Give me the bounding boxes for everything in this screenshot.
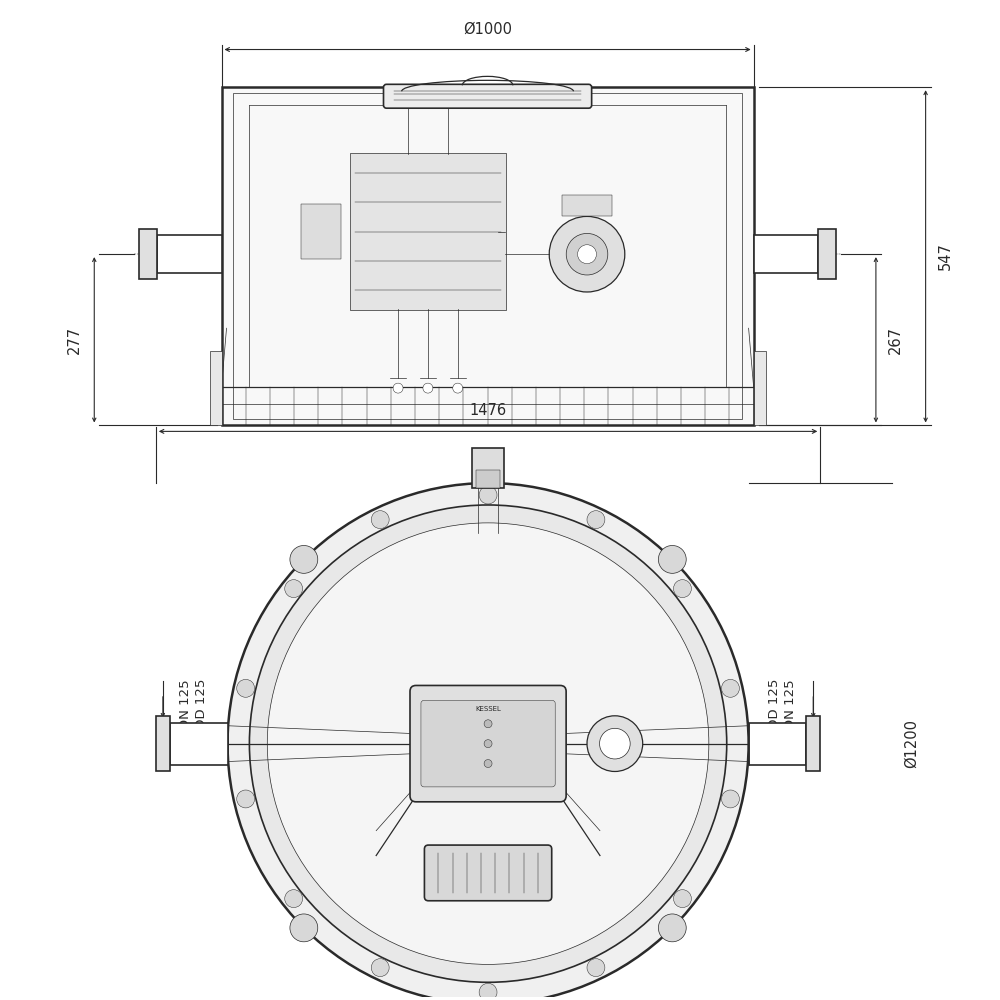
FancyBboxPatch shape	[384, 84, 592, 108]
Circle shape	[371, 959, 389, 977]
Circle shape	[484, 760, 492, 768]
Circle shape	[721, 790, 739, 808]
Text: 547: 547	[938, 242, 953, 270]
Circle shape	[393, 383, 403, 393]
Circle shape	[423, 383, 433, 393]
Bar	[754, 235, 818, 273]
Circle shape	[249, 505, 727, 982]
Bar	[139, 229, 157, 279]
Circle shape	[237, 679, 255, 697]
Circle shape	[479, 983, 497, 1000]
Bar	[749, 723, 806, 765]
FancyBboxPatch shape	[424, 845, 552, 901]
Bar	[233, 93, 742, 419]
Circle shape	[587, 716, 643, 771]
Bar	[210, 351, 222, 425]
Circle shape	[721, 679, 739, 697]
Bar	[476, 470, 500, 488]
Circle shape	[371, 511, 389, 529]
FancyBboxPatch shape	[350, 153, 506, 310]
Bar	[818, 229, 836, 279]
Text: 1476: 1476	[470, 403, 507, 418]
Text: DN 125: DN 125	[784, 679, 797, 729]
Bar	[301, 204, 341, 259]
Circle shape	[578, 245, 596, 264]
Text: Ø1200: Ø1200	[904, 719, 919, 768]
Bar	[170, 723, 228, 765]
Bar	[806, 716, 820, 771]
Circle shape	[673, 890, 691, 908]
Circle shape	[484, 720, 492, 728]
Circle shape	[484, 740, 492, 748]
Bar	[472, 448, 504, 488]
FancyBboxPatch shape	[410, 685, 566, 802]
Bar	[562, 195, 612, 216]
Circle shape	[658, 545, 686, 573]
Circle shape	[285, 890, 303, 908]
Bar	[157, 235, 222, 273]
Bar	[156, 716, 170, 771]
Circle shape	[228, 483, 749, 1000]
Text: 277: 277	[67, 326, 82, 354]
Circle shape	[673, 580, 691, 598]
Bar	[222, 87, 754, 425]
Text: OD 125: OD 125	[768, 679, 781, 729]
Circle shape	[658, 914, 686, 942]
Circle shape	[549, 216, 625, 292]
Circle shape	[587, 511, 605, 529]
Circle shape	[453, 383, 463, 393]
Circle shape	[267, 523, 709, 964]
Text: Ø1000: Ø1000	[463, 22, 512, 37]
Text: DN 125: DN 125	[179, 679, 192, 729]
FancyBboxPatch shape	[421, 700, 555, 787]
Circle shape	[290, 914, 318, 942]
Circle shape	[566, 233, 608, 275]
Text: OD 125: OD 125	[195, 679, 208, 729]
Circle shape	[285, 580, 303, 598]
Bar	[754, 351, 766, 425]
Text: KESSEL: KESSEL	[475, 706, 501, 712]
Circle shape	[587, 959, 605, 977]
Circle shape	[290, 545, 318, 573]
Circle shape	[479, 486, 497, 504]
Circle shape	[237, 790, 255, 808]
Text: 267: 267	[888, 326, 903, 354]
Circle shape	[600, 728, 630, 759]
